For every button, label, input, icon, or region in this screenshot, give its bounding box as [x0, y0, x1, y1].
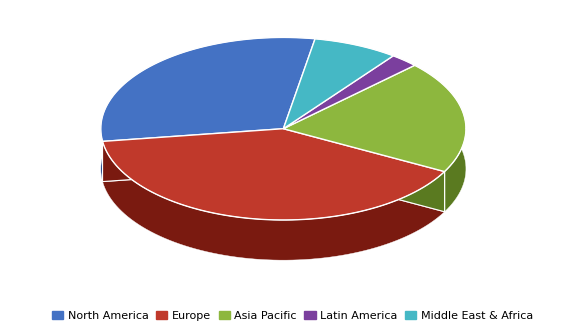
Polygon shape — [315, 39, 393, 96]
Polygon shape — [101, 37, 315, 182]
Polygon shape — [283, 56, 393, 169]
Polygon shape — [415, 65, 466, 212]
Polygon shape — [283, 39, 315, 169]
Polygon shape — [102, 141, 445, 260]
Polygon shape — [283, 56, 415, 129]
Polygon shape — [102, 129, 283, 182]
Polygon shape — [283, 129, 445, 212]
Polygon shape — [102, 129, 445, 220]
Legend: North America, Europe, Asia Pacific, Latin America, Middle East & Africa: North America, Europe, Asia Pacific, Lat… — [47, 306, 538, 325]
Polygon shape — [283, 56, 393, 169]
Polygon shape — [283, 65, 415, 169]
Polygon shape — [283, 65, 415, 169]
Polygon shape — [102, 129, 283, 182]
Polygon shape — [283, 65, 466, 172]
Polygon shape — [283, 39, 393, 129]
Polygon shape — [393, 56, 415, 106]
Polygon shape — [283, 39, 315, 169]
Polygon shape — [283, 129, 445, 212]
Polygon shape — [101, 37, 315, 141]
